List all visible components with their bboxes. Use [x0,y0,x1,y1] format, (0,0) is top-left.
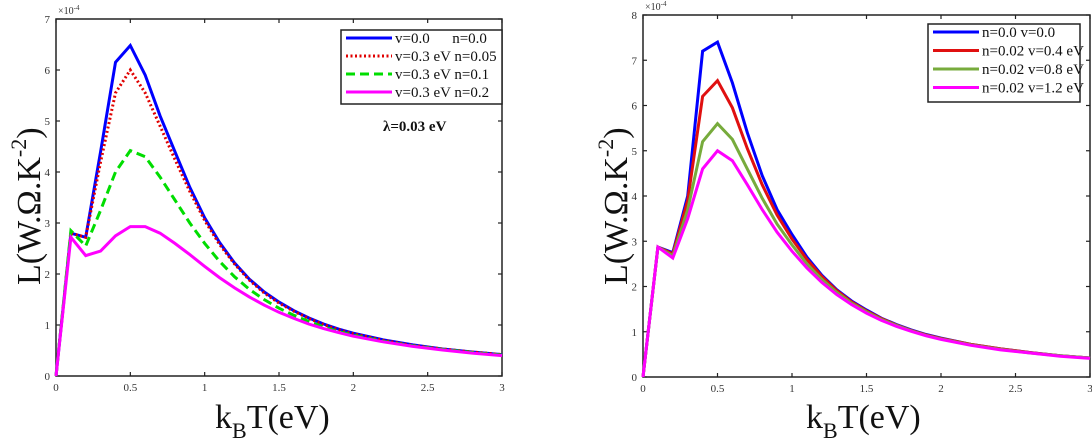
right-y-tick-label: 0 [632,372,638,384]
right-series-lines [641,39,1091,378]
left-x-tick-label: 1.5 [272,382,286,394]
left-y-tick-label: 1 [45,320,51,332]
right-y-tick-label: 2 [632,282,638,294]
right-x-tick-label: 0 [640,383,646,395]
left-x-axis-title: kBT(eV) [215,399,330,443]
left-chart: 0 0.5 1 1.5 2 2.5 3 0 1 2 3 4 5 6 7 ×10-4 kBT(eV) L(W… [6,4,505,443]
right-y-tick-label: 6 [632,101,638,113]
left-x-tick-label: 0.5 [123,382,137,394]
right-x-tick-label: 2.5 [1009,383,1023,395]
left-legend-label-2: v=0.3 eV n=0.1 [395,67,489,83]
right-y-ticks: 0 1 2 3 4 5 6 7 8 [632,10,1090,384]
right-legend-label-2: n=0.02 v=0.8 eV [982,62,1084,78]
left-x-tick-label: 2.5 [421,382,435,394]
left-x-tick-label: 1 [202,382,208,394]
right-y-tick-label: 5 [632,146,638,158]
left-y-tick-label: 6 [45,65,51,77]
right-x-ticks: 0 0.5 1 1.5 2 2.5 3 [640,15,1092,395]
right-y-tick-label: 1 [632,327,638,339]
right-y-multiplier: ×10-4 [645,0,667,13]
right-y-tick-label: 7 [632,55,638,67]
right-series-line-3 [641,148,1091,378]
right-legend-label-3: n=0.02 v=1.2 eV [982,81,1084,97]
right-x-tick-label: 3 [1087,383,1092,395]
left-y-multiplier: ×10-4 [58,4,80,17]
left-series-line-2 [54,148,503,377]
left-y-tick-label: 4 [45,167,51,179]
right-x-tick-label: 1.5 [860,383,874,395]
left-series-line-3 [54,225,503,377]
right-legend-label-1: n=0.02 v=0.4 eV [982,44,1084,60]
left-series-lines [54,42,503,377]
left-y-tick-label: 5 [45,116,51,128]
right-x-tick-label: 0.5 [711,383,725,395]
right-y-tick-label: 8 [632,10,638,22]
left-y-tick-label: 3 [45,218,51,230]
left-legend-label-0: v=0.0 n=0.0 [395,31,487,47]
left-x-tick-label: 3 [499,382,505,394]
left-y-tick-label: 0 [45,371,51,383]
right-legend-label-0: n=0.0 v=0.0 [982,25,1055,41]
right-y-tick-label: 3 [632,236,638,248]
left-x-ticks: 0 0.5 1 1.5 2 2.5 3 [53,19,505,394]
left-y-tick-label: 7 [45,14,51,26]
right-legend: n=0.0 v=0.0 n=0.02 v=0.4 eV n=0.02 v=0.8 e… [927,23,1084,103]
right-y-tick-label: 4 [632,191,638,203]
right-y-axis-title: L(W.Ω.K-2) [593,127,635,285]
lambda-annotation: λ=0.03 eV [383,119,447,135]
left-x-tick-label: 2 [351,382,357,394]
right-chart: 0 0.5 1 1.5 2 2.5 3 0 1 2 3 4 5 6 7 8 ×10-4 kBT(eV) L(… [593,0,1092,443]
left-y-ticks: 0 1 2 3 4 5 6 7 [45,14,502,383]
left-y-axis-title: L(W.Ω.K-2) [6,127,48,285]
left-legend-label-3: v=0.3 eV n=0.2 [395,85,489,101]
left-legend: v=0.0 n=0.0 v=0.3 eV n=0.05 v=0.3 eV n=0.1… [340,29,503,105]
right-x-axis-title: kBT(eV) [806,399,921,443]
left-y-tick-label: 2 [45,269,51,281]
left-legend-label-1: v=0.3 eV n=0.05 [395,49,497,65]
right-x-tick-label: 2 [938,383,944,395]
right-x-tick-label: 1 [789,383,795,395]
left-x-tick-label: 0 [53,382,59,394]
left-series-line-1 [54,67,503,377]
